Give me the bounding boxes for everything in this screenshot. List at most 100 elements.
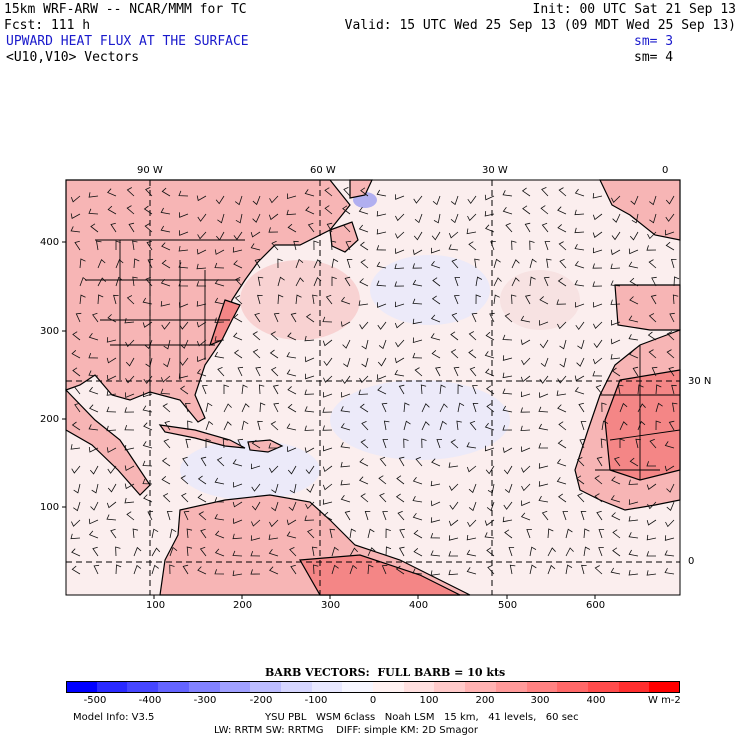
wind-barb-682	[115, 546, 121, 557]
wind-barb-664	[399, 528, 405, 539]
wind-barb-424	[359, 403, 369, 413]
wind-barb-168	[648, 259, 657, 269]
wind-barb-429	[457, 402, 465, 413]
wind-barb-217	[312, 294, 318, 305]
wind-barb-401	[556, 390, 567, 396]
wind-barb-103	[96, 240, 102, 251]
wind-barb-223	[412, 298, 423, 305]
wind-barb-68	[70, 226, 81, 233]
wind-barb-114	[293, 240, 299, 251]
lat-label-30n: 30 N	[688, 376, 712, 387]
wind-barb-371	[632, 366, 639, 377]
wind-barb-24	[502, 190, 513, 197]
wind-barb-220	[358, 300, 369, 306]
wind-barb-330	[502, 355, 513, 361]
wind-barb-270	[648, 313, 657, 323]
wind-barb-457	[340, 423, 351, 431]
wind-barb-282	[252, 331, 261, 341]
wind-barb-419	[273, 402, 279, 413]
wind-barb-348	[217, 367, 225, 377]
wind-barb-587	[232, 501, 243, 508]
wind-barb-523	[305, 465, 315, 475]
wind-barb-376	[106, 390, 117, 396]
wind-barb-553	[233, 482, 243, 488]
wind-barb-498	[466, 442, 477, 449]
wind-barb-266	[575, 321, 585, 330]
wind-barb-18	[395, 194, 405, 200]
wind-barb-99	[629, 231, 639, 241]
colorbar-cell	[96, 681, 128, 693]
wind-barb-521	[269, 465, 279, 474]
wind-barb-252	[322, 316, 333, 323]
wind-barb-120	[395, 248, 405, 254]
wind-barb-465	[484, 422, 495, 431]
cb-label-m100: -100	[304, 695, 328, 706]
wind-barb-338	[648, 349, 657, 359]
wind-barb-243	[161, 321, 171, 330]
wind-barb-541	[629, 457, 639, 467]
wind-barb-491	[340, 442, 351, 449]
wind-barb-441	[672, 402, 678, 413]
wind-barbs	[70, 187, 680, 576]
wind-barb-190	[432, 277, 441, 287]
wind-barb-225	[453, 295, 460, 305]
wind-barb-734	[430, 570, 441, 576]
wind-barb-549	[161, 476, 171, 485]
wind-barb-213	[234, 295, 243, 305]
wind-barb-175	[160, 278, 171, 287]
wind-barb-445	[124, 424, 135, 431]
wind-barb-380	[179, 385, 189, 395]
wind-barb-349	[237, 366, 244, 377]
wind-barb-698	[398, 546, 405, 557]
wind-barb-202	[651, 276, 657, 287]
wind-barb-443	[88, 424, 99, 431]
wind-barb-93	[524, 222, 531, 233]
wind-barb-501	[521, 446, 531, 453]
cb-label-200: 200	[475, 695, 495, 706]
wind-barb-399	[520, 391, 531, 398]
wind-barb-633	[448, 519, 459, 527]
wind-barb-312	[179, 357, 189, 366]
wind-barb-390	[358, 389, 369, 395]
wind-barb-554	[251, 483, 261, 492]
wind-barb-642	[611, 512, 621, 521]
wind-barb-177	[196, 281, 206, 287]
wind-barb-687	[199, 546, 207, 557]
wind-barb-210	[179, 302, 189, 308]
wind-barb-736	[466, 567, 477, 575]
wind-barb-108	[178, 246, 189, 252]
wind-barb-652	[186, 528, 193, 539]
colorbar-cell	[434, 681, 466, 693]
wind-barb-74	[179, 230, 189, 236]
wind-barb-655	[232, 533, 243, 540]
wind-barb-741	[565, 564, 573, 575]
wind-barb-414	[184, 402, 191, 413]
wind-barb-119	[376, 245, 387, 251]
wind-barb-426	[403, 402, 410, 413]
wind-barb-117	[345, 240, 352, 251]
wind-barb-164	[574, 260, 585, 269]
wind-barb-502	[538, 443, 548, 449]
wind-barb-205	[97, 294, 104, 305]
land-iberia	[614, 284, 681, 331]
wind-barb-678	[646, 534, 657, 541]
wind-barb-641	[596, 510, 603, 521]
wind-barb-288	[361, 339, 369, 350]
wind-barb-23	[484, 194, 495, 201]
wind-barb-560	[359, 476, 369, 485]
wind-barb-668	[466, 534, 477, 541]
wind-barb-208	[142, 297, 153, 305]
model-title: 15km WRF-ARW -- NCAR/MMM for TC	[4, 2, 247, 17]
wind-barb-176	[178, 280, 189, 287]
wind-barb-680	[71, 548, 81, 557]
vector-title: <U10,V10> Vectors	[6, 50, 140, 65]
wind-barb-308	[106, 357, 117, 364]
wind-barb-735	[448, 569, 459, 576]
wind-barb-695	[349, 547, 358, 557]
wind-barb-354	[323, 375, 333, 383]
wind-barb-182	[295, 277, 304, 287]
wind-barb-247	[233, 313, 243, 323]
wind-barb-402	[574, 386, 585, 395]
wind-barb-580	[106, 501, 117, 509]
wind-barb-133	[628, 248, 639, 255]
